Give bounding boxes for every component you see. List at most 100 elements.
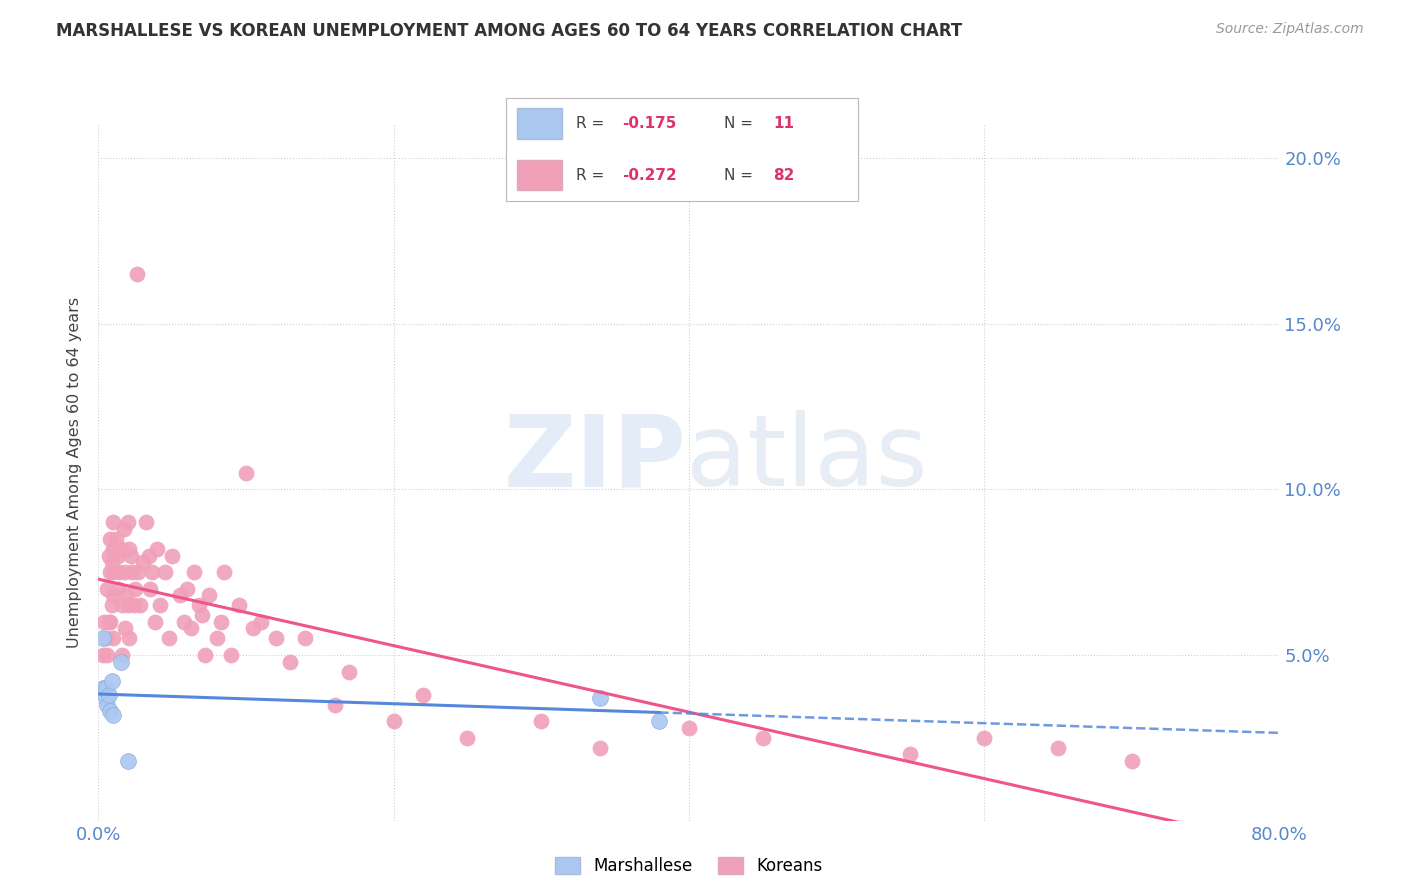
Point xyxy=(294,632,316,646)
Text: 11: 11 xyxy=(773,116,794,131)
Point xyxy=(194,648,217,662)
Point xyxy=(456,731,478,745)
Point xyxy=(103,565,125,579)
Point xyxy=(212,565,235,579)
Point xyxy=(96,582,118,596)
Point xyxy=(103,541,125,556)
Point xyxy=(97,549,120,563)
Y-axis label: Unemployment Among Ages 60 to 64 years: Unemployment Among Ages 60 to 64 years xyxy=(67,297,83,648)
Point xyxy=(93,615,115,629)
Point xyxy=(139,582,162,596)
Point xyxy=(235,466,257,480)
Point xyxy=(114,622,136,636)
Point xyxy=(122,599,145,613)
Point xyxy=(125,267,148,281)
Text: N =: N = xyxy=(724,168,758,183)
Point xyxy=(153,565,176,579)
Point xyxy=(219,648,242,662)
Point xyxy=(105,532,128,546)
Legend: Marshallese, Koreans: Marshallese, Koreans xyxy=(548,850,830,882)
Point xyxy=(973,731,995,745)
Text: -0.272: -0.272 xyxy=(621,168,676,183)
Point xyxy=(121,565,143,579)
Point xyxy=(323,698,346,712)
Point xyxy=(187,599,209,613)
Point xyxy=(173,615,195,629)
Point xyxy=(183,565,205,579)
Text: R =: R = xyxy=(576,168,610,183)
Point xyxy=(98,565,121,579)
Text: 82: 82 xyxy=(773,168,794,183)
Point xyxy=(114,565,136,579)
FancyBboxPatch shape xyxy=(517,109,562,139)
Point xyxy=(94,681,117,695)
Point xyxy=(228,599,250,613)
Point xyxy=(589,691,612,706)
Point xyxy=(209,615,232,629)
Point xyxy=(124,582,146,596)
Point xyxy=(135,516,157,530)
Point xyxy=(242,622,264,636)
Point xyxy=(100,555,122,569)
Point xyxy=(111,599,134,613)
Point xyxy=(94,632,117,646)
Point xyxy=(110,655,132,669)
Point xyxy=(191,608,214,623)
Point xyxy=(751,731,773,745)
Point xyxy=(900,747,922,762)
Point xyxy=(382,714,405,729)
Point xyxy=(176,582,198,596)
Point xyxy=(589,740,612,755)
Point xyxy=(97,688,120,702)
Point xyxy=(107,582,129,596)
Point xyxy=(138,549,160,563)
Point xyxy=(98,615,121,629)
Point xyxy=(169,588,191,602)
Point xyxy=(103,632,125,646)
Point xyxy=(132,555,155,569)
Text: MARSHALLESE VS KOREAN UNEMPLOYMENT AMONG AGES 60 TO 64 YEARS CORRELATION CHART: MARSHALLESE VS KOREAN UNEMPLOYMENT AMONG… xyxy=(56,22,963,40)
Point xyxy=(143,615,166,629)
Point xyxy=(120,549,142,563)
Point xyxy=(162,549,183,563)
Point xyxy=(146,541,169,556)
Point xyxy=(198,588,221,602)
Point xyxy=(103,516,125,530)
Point xyxy=(91,632,114,646)
Point xyxy=(117,516,139,530)
Point xyxy=(530,714,553,729)
Point xyxy=(157,632,180,646)
Point xyxy=(128,599,150,613)
Point xyxy=(110,541,132,556)
Point xyxy=(100,599,122,613)
Point xyxy=(91,648,114,662)
Point xyxy=(412,688,434,702)
FancyBboxPatch shape xyxy=(517,160,562,190)
Point xyxy=(1121,754,1143,768)
Point xyxy=(96,698,118,712)
Point xyxy=(205,632,228,646)
Point xyxy=(94,691,117,706)
Point xyxy=(264,632,287,646)
Point xyxy=(96,648,118,662)
Point xyxy=(107,549,129,563)
Point xyxy=(108,565,131,579)
Point xyxy=(250,615,273,629)
Point xyxy=(117,599,139,613)
Point xyxy=(115,588,138,602)
Text: Source: ZipAtlas.com: Source: ZipAtlas.com xyxy=(1216,22,1364,37)
Point xyxy=(180,622,202,636)
Point xyxy=(112,522,135,536)
Point xyxy=(97,615,120,629)
Point xyxy=(648,714,671,729)
Text: R =: R = xyxy=(576,116,610,131)
Point xyxy=(278,655,302,669)
Text: N =: N = xyxy=(724,116,758,131)
Point xyxy=(678,721,700,735)
Point xyxy=(111,648,134,662)
Point xyxy=(339,665,360,679)
Point xyxy=(100,674,122,689)
Text: atlas: atlas xyxy=(686,410,928,508)
Point xyxy=(91,681,114,695)
Point xyxy=(98,704,121,718)
